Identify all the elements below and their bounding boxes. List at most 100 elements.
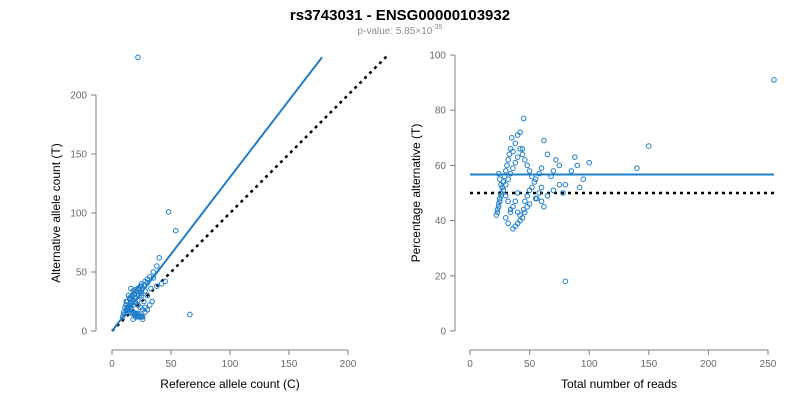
scatter-point: [556, 162, 563, 169]
scatter-point: [634, 165, 640, 171]
scatter-point: [522, 198, 528, 205]
x-tick-label: 200: [340, 359, 357, 370]
scatter-point: [526, 187, 533, 194]
x-tick-label: 150: [640, 359, 657, 370]
y-axis-label: Percentage alternative (T): [409, 124, 423, 263]
x-tick-label: 50: [165, 359, 177, 370]
scatter-point: [135, 54, 141, 61]
scatter-point: [517, 146, 523, 152]
scatter-point: [526, 201, 533, 207]
scatter-point: [508, 135, 515, 141]
scatter-point: [514, 154, 521, 160]
scatter-point: [142, 309, 148, 315]
scatter-point: [156, 255, 162, 261]
scatter-point: [497, 176, 503, 182]
scatter-point: [538, 198, 545, 205]
scatter-point: [141, 298, 147, 305]
scatter-point: [568, 168, 575, 174]
scatter-point: [158, 281, 165, 287]
scatter-point: [154, 283, 160, 289]
scatter-point: [505, 157, 511, 163]
y-tick-label: 100: [429, 51, 446, 62]
y-tick-label: 100: [70, 209, 87, 220]
scatter-point: [136, 286, 142, 293]
scatter-point: [154, 263, 160, 269]
scatter-point: [550, 187, 557, 194]
scatter-point: [495, 204, 502, 210]
x-tick-label: 100: [581, 359, 598, 370]
scatter-point: [771, 77, 777, 83]
scatter-point: [172, 227, 179, 234]
scatter-point: [510, 226, 516, 232]
x-tick-label: 100: [222, 359, 239, 370]
scatter-point: [504, 162, 510, 169]
scatter-point: [574, 162, 581, 169]
scatter-point: [550, 168, 557, 174]
scatter-point: [507, 209, 514, 216]
scatter-point: [562, 278, 569, 285]
reference-line: [111, 55, 388, 332]
scatter-point: [150, 269, 157, 275]
scatter-point: [553, 157, 559, 163]
scatter-point: [531, 179, 538, 185]
scatter-point: [494, 209, 501, 216]
scatter-point: [506, 151, 513, 158]
x-tick-label: 50: [524, 359, 536, 370]
scatter-point: [519, 146, 526, 152]
scatter-point: [514, 132, 521, 138]
scatter-point: [522, 209, 528, 216]
scatter-point: [512, 198, 519, 205]
scatter-point: [144, 292, 151, 299]
scatter-point: [524, 162, 531, 169]
x-tick-label: 200: [700, 359, 717, 370]
scatter-point: [150, 275, 157, 281]
y-axis-label: Alternative allele count (T): [49, 143, 63, 282]
scatter-point: [498, 192, 504, 199]
scatter-point: [507, 170, 514, 177]
x-tick-label: 250: [760, 359, 777, 370]
scatter-point: [497, 195, 503, 202]
scatter-point: [536, 170, 542, 177]
y-tick-label: 0: [81, 327, 87, 338]
y-tick-label: 80: [435, 106, 447, 117]
scatter-point: [646, 143, 652, 149]
scatter-point: [135, 314, 141, 320]
scatter-point: [520, 115, 527, 122]
scatter-point: [586, 159, 593, 166]
scatter-point: [532, 176, 539, 182]
subtitle-exponent: -35: [432, 24, 442, 31]
scatter-point: [501, 173, 508, 180]
scatter-point: [505, 198, 511, 205]
scatter-point: [541, 137, 547, 144]
scatter-point: [502, 181, 509, 188]
scatter-point: [544, 192, 551, 199]
scatter-point: [512, 159, 519, 166]
x-tick-label: 150: [281, 359, 298, 370]
scatter-point: [556, 181, 563, 188]
scatter-point: [560, 190, 566, 196]
scatter-point: [548, 173, 554, 180]
scatter-point: [526, 168, 533, 174]
scatter-point: [148, 285, 154, 292]
scatter-point: [524, 192, 531, 199]
scatter-point: [165, 209, 172, 215]
scatter-point: [510, 165, 516, 171]
scatter-point: [128, 285, 134, 292]
scatter-point: [149, 298, 155, 305]
scatter-point: [132, 295, 139, 301]
scatter-point: [576, 184, 583, 191]
scatter-point: [505, 220, 511, 227]
scatter-point: [538, 184, 545, 191]
y-tick-label: 40: [435, 216, 447, 227]
scatter-point: [497, 198, 503, 205]
x-axis-label: Total number of reads: [561, 377, 677, 391]
subtitle-pvalue: p-value: 5.85×10: [358, 26, 433, 37]
y-tick-label: 0: [440, 327, 446, 338]
scatter-point: [495, 201, 502, 207]
scatter-point: [500, 187, 507, 194]
scatter-point: [562, 181, 569, 188]
scatter-point: [517, 212, 523, 218]
right-panel-percentage: 0 50 100 150 200 250 0 20 40 60 80 100 Total number …: [409, 51, 777, 392]
